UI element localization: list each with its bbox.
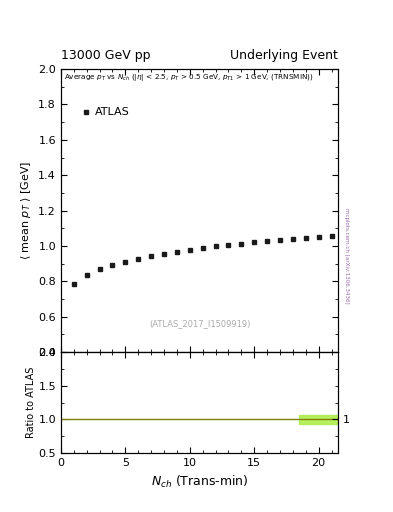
ATLAS (72, 281, 76, 287)
ATLAS (329, 233, 334, 239)
ATLAS (84, 272, 89, 278)
Text: Underlying Event: Underlying Event (230, 50, 338, 62)
ATLAS (265, 238, 270, 244)
ATLAS (200, 245, 205, 251)
Y-axis label: Ratio to ATLAS: Ratio to ATLAS (26, 367, 35, 438)
Line: ATLAS: ATLAS (72, 234, 334, 286)
ATLAS (174, 249, 179, 255)
ATLAS (136, 255, 141, 262)
ATLAS (162, 251, 166, 257)
ATLAS (290, 236, 295, 242)
Legend: ATLAS: ATLAS (77, 103, 134, 122)
ATLAS (187, 247, 192, 253)
ATLAS (239, 241, 244, 247)
Text: Average $p_T$ vs $N_{ch}$ ($|\eta|$ < 2.5, $p_T$ > 0.5 GeV, $p_{T1}$ > 1 GeV, (T: Average $p_T$ vs $N_{ch}$ ($|\eta|$ < 2.… (64, 72, 314, 83)
ATLAS (252, 239, 257, 245)
ATLAS (149, 253, 154, 259)
Text: 13000 GeV pp: 13000 GeV pp (61, 50, 151, 62)
Y-axis label: $\langle$ mean $p_T$ $\rangle$ [GeV]: $\langle$ mean $p_T$ $\rangle$ [GeV] (19, 161, 33, 260)
X-axis label: $N_{ch}$ (Trans-min): $N_{ch}$ (Trans-min) (151, 474, 248, 489)
ATLAS (303, 235, 308, 241)
ATLAS (213, 243, 218, 249)
ATLAS (226, 242, 231, 248)
ATLAS (123, 259, 128, 265)
ATLAS (110, 262, 115, 268)
ATLAS (316, 234, 321, 240)
ATLAS (277, 237, 282, 243)
Text: mcplots.cern.ch [arXiv:1306.3436]: mcplots.cern.ch [arXiv:1306.3436] (344, 208, 349, 304)
ATLAS (97, 266, 102, 272)
Text: (ATLAS_2017_I1509919): (ATLAS_2017_I1509919) (149, 319, 250, 328)
